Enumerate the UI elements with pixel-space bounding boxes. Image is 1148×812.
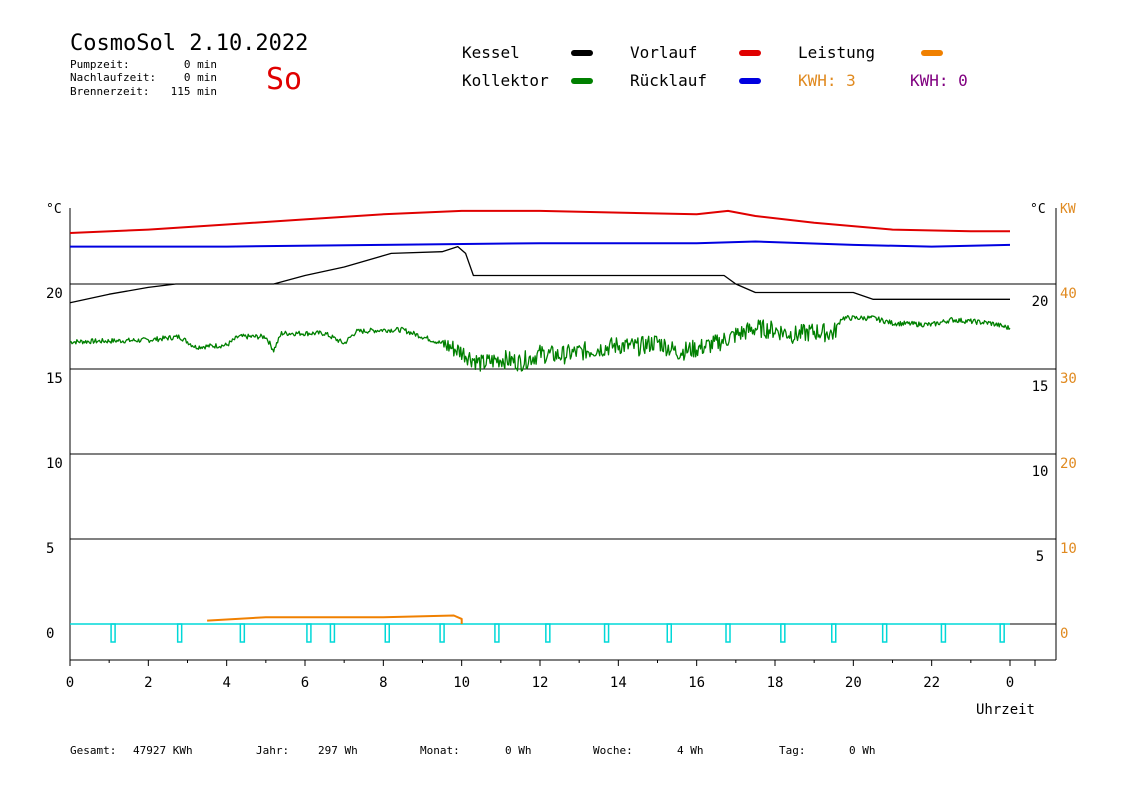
x-tick-label: 10 (453, 675, 470, 691)
y-tick-label-left: 5 (46, 541, 54, 557)
x-tick-label: 0 (66, 675, 74, 691)
footer-tag-value: 0 Wh (849, 744, 876, 757)
y-tick-label-left: 20 (46, 286, 63, 302)
grid (70, 283, 1056, 625)
x-tick-label: 6 (301, 675, 309, 691)
series-line-kessel (69, 245, 1010, 304)
footer-gesamt-value: 47927 KWh (133, 744, 193, 757)
burner-pulse (439, 623, 445, 643)
footer-gesamt-label: Gesamt: (70, 744, 116, 757)
x-tick-label: 22 (923, 675, 940, 691)
kwh-total-orange: KWH: 3 (798, 71, 856, 90)
x-tick-label: 4 (222, 675, 230, 691)
stat-value: 115 min (171, 85, 217, 98)
y-tick-label-left: 10 (46, 456, 63, 472)
stat-label: Nachlaufzeit: (70, 71, 156, 84)
burner-pulse (545, 623, 551, 643)
legend-label-vorlauf: Vorlauf (630, 43, 697, 62)
burner-pulse (999, 623, 1005, 643)
y-tick-label-left: 15 (46, 371, 63, 387)
burner-pulse (780, 623, 786, 643)
y-tick-label-left: 0 (46, 626, 54, 642)
footer-woche-label: Woche: (593, 744, 633, 757)
burner-pulse (306, 623, 312, 643)
tick-labels: 0 2 4 6 8 10 12 14 16 18 20 22 0 0 5 10 15 20 5 10 15 20 0 10 20… (46, 286, 1077, 691)
x-tick-label: 0 (1006, 675, 1014, 691)
burner-pulse (666, 623, 672, 643)
legend: Kessel Vorlauf Leistung Kollektor Rückla… (462, 43, 968, 90)
legend-label-kollektor: Kollektor (462, 71, 549, 90)
burner-pulse (881, 623, 888, 643)
kwh-total-purple: KWH: 0 (910, 71, 968, 90)
y-tick-label-right-temp: 20 (1032, 294, 1049, 310)
footer-monat-label: Monat: (420, 744, 460, 757)
y-tick-label-right-kw: 30 (1060, 371, 1077, 387)
x-tick-label: 14 (610, 675, 627, 691)
x-tick-label: 8 (379, 675, 387, 691)
series-line-kollektor (69, 315, 1011, 372)
axes (69, 208, 1057, 666)
stat-value: 0 min (184, 71, 217, 84)
series-lines (69, 209, 1011, 624)
day-label: So (266, 62, 302, 97)
y-tick-label-right-temp: 15 (1032, 379, 1049, 395)
footer-monat-value: 0 Wh (505, 744, 532, 757)
series-line-leistung (207, 614, 463, 624)
footer: Gesamt: 47927 KWh Jahr: 297 Wh Monat: 0 … (70, 744, 876, 757)
y-tick-label-right-temp: 5 (1036, 549, 1044, 565)
left-axis-unit: °C (46, 202, 62, 217)
x-tick-label: 2 (144, 675, 152, 691)
stat-label: Pumpzeit: (70, 58, 130, 71)
y-tick-label-right-kw: 40 (1060, 286, 1077, 302)
burner-pulse (940, 623, 947, 643)
x-tick-label: 16 (688, 675, 705, 691)
legend-label-leistung: Leistung (798, 43, 875, 62)
burner-pulse (239, 623, 246, 643)
x-tick-label: 20 (845, 675, 862, 691)
stat-pumpzeit: Pumpzeit: 0 min (70, 58, 217, 71)
y-tick-label-right-kw: 0 (1060, 626, 1068, 642)
burner-pulse (831, 623, 837, 643)
stat-value: 0 min (184, 58, 217, 71)
y-tick-label-right-temp: 10 (1032, 464, 1049, 480)
y-tick-label-right-kw: 20 (1060, 456, 1077, 472)
burner-pulse (494, 623, 500, 643)
y-tick-label-right-kw: 10 (1060, 541, 1077, 557)
chart-title: CosmoSol 2.10.2022 (70, 31, 308, 56)
legend-label-kessel: Kessel (462, 43, 520, 62)
legend-label-ruecklauf: Rücklauf (630, 71, 707, 90)
footer-jahr-label: Jahr: (256, 744, 289, 757)
footer-jahr-value: 297 Wh (318, 744, 358, 757)
burner-pulse (603, 623, 610, 643)
burner-pulse (110, 623, 116, 643)
x-tick-label: 18 (767, 675, 784, 691)
burner-pulse (329, 623, 336, 643)
x-axis-label: Uhrzeit (976, 702, 1035, 718)
stat-brennerzeit: Brennerzeit: 115 min (70, 85, 217, 98)
footer-tag-label: Tag: (779, 744, 806, 757)
footer-woche-value: 4 Wh (677, 744, 704, 757)
x-tick-label: 12 (532, 675, 549, 691)
right-axis-unit-temp: °C (1030, 202, 1046, 217)
stat-label: Brennerzeit: (70, 85, 149, 98)
series-line-ruecklauf (70, 240, 1011, 248)
right-axis-unit-kw: KW (1060, 202, 1076, 217)
burner-pulse (725, 623, 731, 643)
burner-pulse (176, 623, 183, 643)
series-line-vorlauf (69, 209, 1010, 234)
stat-nachlaufzeit: Nachlaufzeit: 0 min (70, 71, 217, 84)
burner-pulses (70, 623, 1010, 643)
burner-pulse (384, 623, 390, 643)
